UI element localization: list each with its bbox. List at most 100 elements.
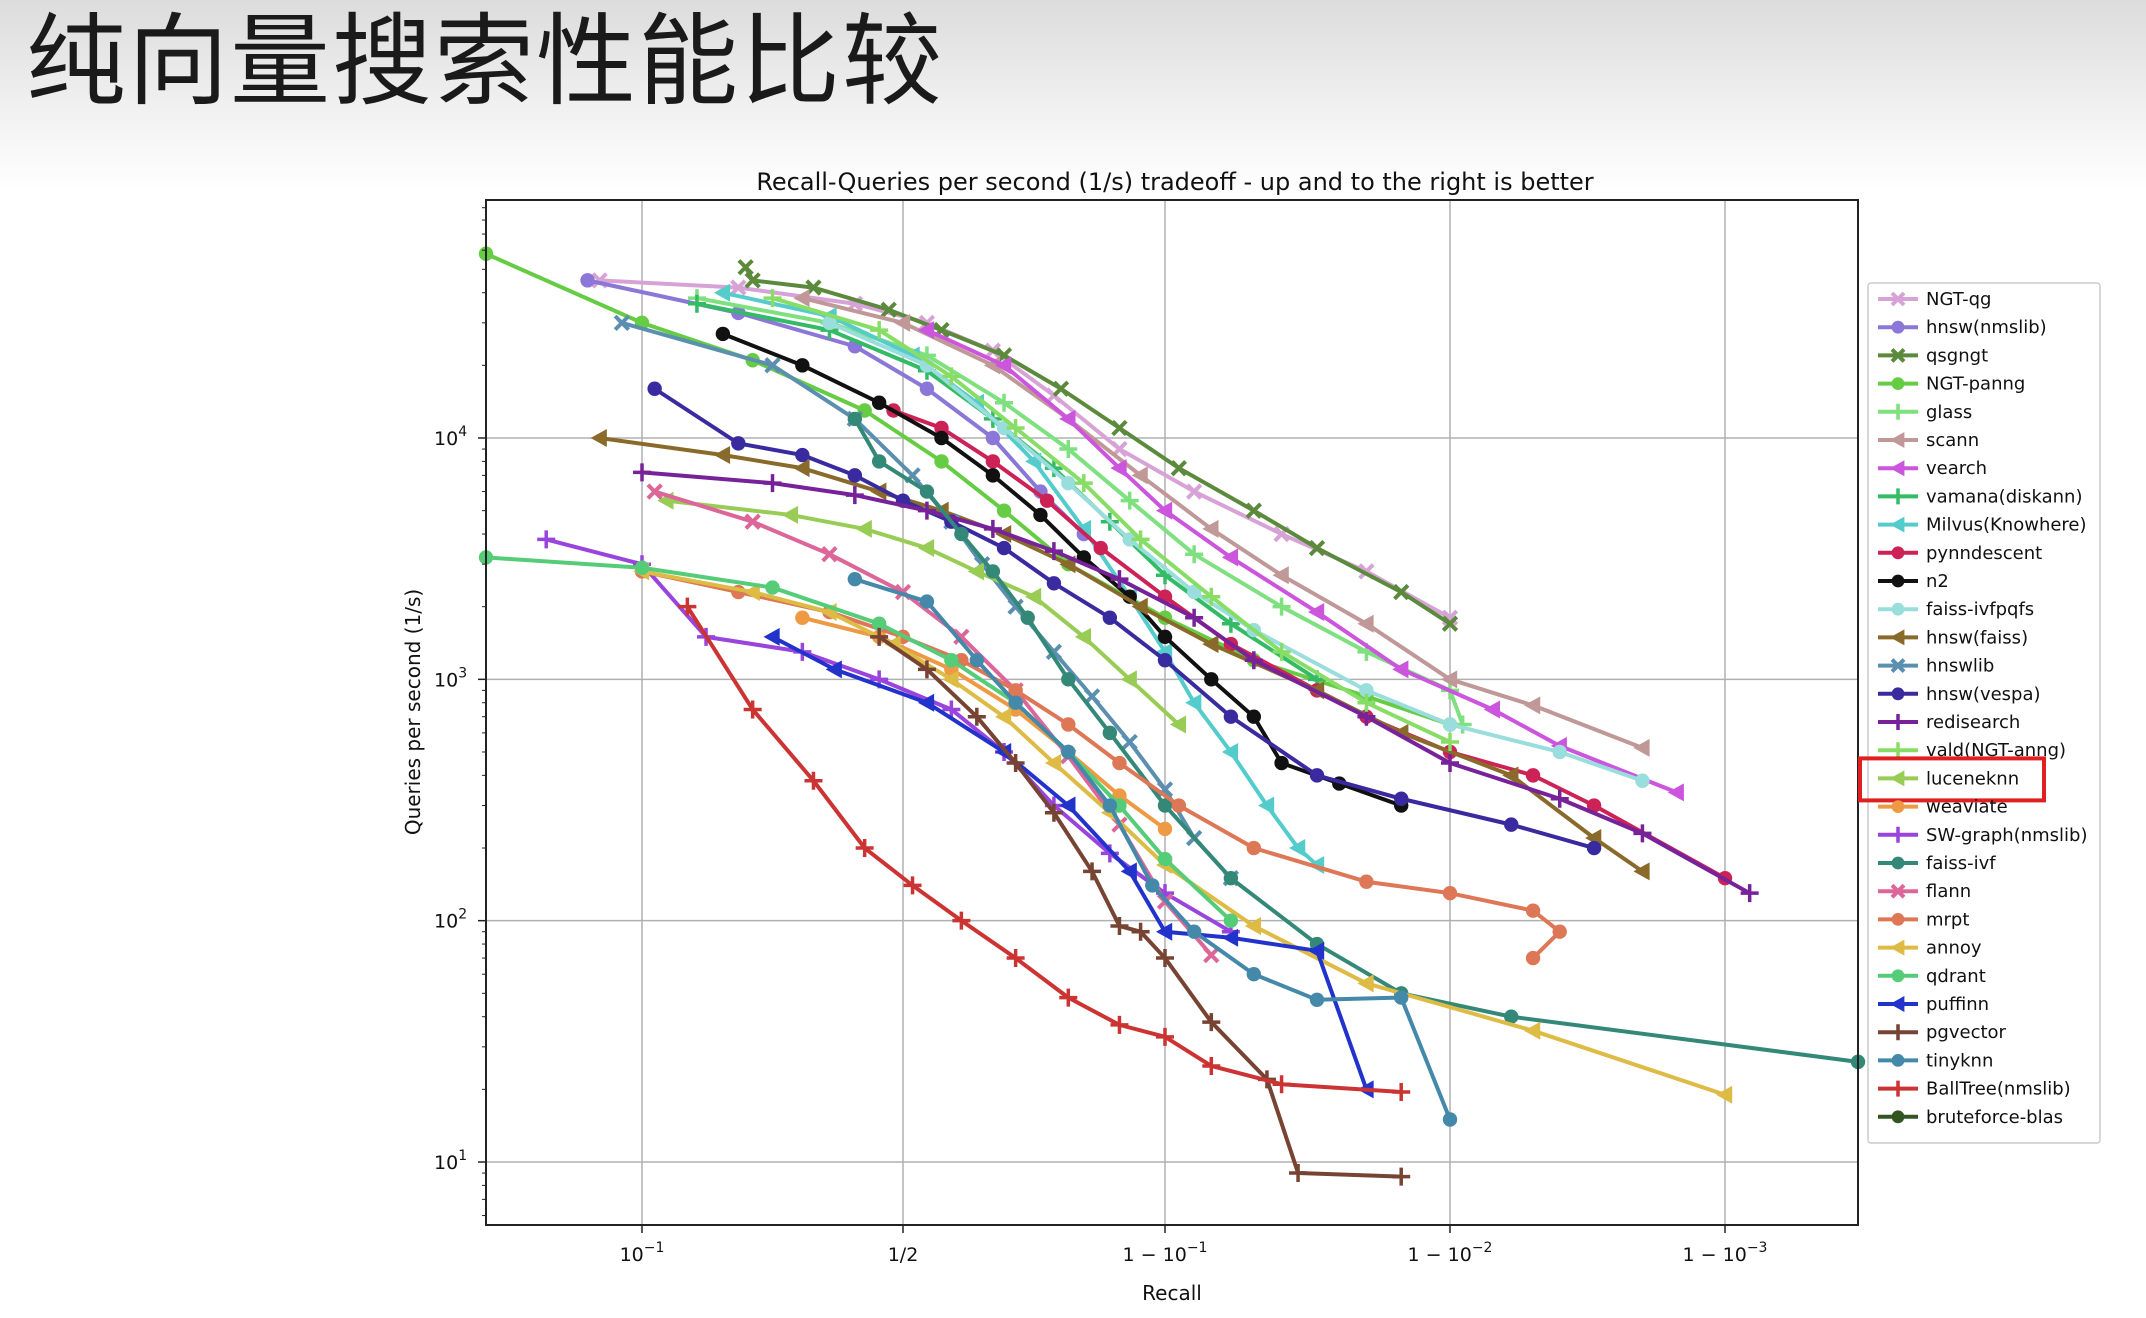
data-point (985, 564, 1001, 579)
data-point (1102, 610, 1118, 625)
legend-marker-swatch (1890, 347, 1906, 363)
legend-entry: n2 (1878, 571, 1949, 592)
slide-title: 纯向量搜索性能比较 (26, 3, 944, 120)
legend-marker-swatch (1890, 516, 1905, 533)
data-point (919, 381, 935, 396)
data-point (944, 653, 959, 668)
data-point (1635, 773, 1650, 788)
data-point (880, 301, 897, 318)
data-point (821, 546, 838, 563)
chart-title: Recall-Queries per second (1/s) tradeoff… (756, 168, 1593, 196)
series-luceneknn (657, 491, 1187, 734)
data-point (1122, 532, 1137, 547)
legend-label: annoy (1926, 938, 1982, 959)
data-point (1131, 597, 1148, 616)
axes: 10−1 1/2 1 − 10−1 1 − 10−2 1 − 10−3 101 102 103… (434, 207, 1768, 1266)
data-point (743, 700, 762, 719)
data-point (1121, 733, 1138, 751)
legend-label: puffinn (1926, 994, 1989, 1015)
legend-marker-swatch (1890, 658, 1906, 674)
data-point (1059, 440, 1078, 459)
data-point (952, 911, 971, 930)
data-point (1112, 755, 1127, 771)
data-point (590, 429, 607, 447)
data-point (1552, 924, 1567, 939)
data-point (845, 486, 864, 505)
y-tick-label: 102 (434, 907, 467, 933)
data-point (1033, 507, 1048, 523)
data-point (1131, 466, 1148, 485)
data-point (1246, 709, 1262, 724)
data-point (763, 289, 782, 308)
data-point (1110, 1015, 1129, 1034)
data-point (1633, 824, 1652, 843)
data-point (995, 742, 1012, 761)
data-point (1046, 576, 1062, 591)
legend-label: pgvector (1926, 1022, 2007, 1043)
y-tick-label: 101 (434, 1148, 467, 1174)
legend-label: faiss-ivfpqfs (1926, 599, 2034, 620)
x-tick-label: 1 − 10−3 (1683, 1240, 1768, 1266)
data-point (870, 627, 889, 646)
data-point (1441, 670, 1458, 689)
data-point (1120, 670, 1137, 689)
data-point (1272, 566, 1289, 585)
legend-label: vald(NGT-anng) (1926, 740, 2066, 761)
legend-label: flann (1926, 881, 1971, 902)
data-point (995, 707, 1012, 726)
data-point (855, 839, 874, 858)
legend-entry: pynndescent (1878, 543, 2042, 564)
legend-entry: hnsw(nmslib) (1878, 317, 2047, 338)
data-point (1502, 766, 1519, 785)
data-point (855, 519, 872, 538)
data-point (804, 771, 823, 790)
data-point (1392, 1167, 1411, 1186)
data-point (1007, 598, 1024, 615)
legend-label: pynndescent (1926, 543, 2042, 564)
data-point (687, 294, 706, 313)
legend-marker-swatch (1890, 714, 1906, 730)
data-point (1716, 1085, 1733, 1104)
legend-label: faiss-ivf (1926, 853, 1996, 874)
data-point (1392, 1083, 1411, 1102)
data-point (985, 430, 1001, 446)
legend-marker-swatch (1891, 377, 1905, 390)
series-line (485, 555, 1233, 923)
data-point (1083, 862, 1102, 881)
data-point (1156, 922, 1173, 941)
data-point (1221, 742, 1239, 761)
data-point (1131, 922, 1150, 941)
slide-header (0, 0, 2146, 190)
legend-marker-swatch (1890, 742, 1906, 759)
data-point (1061, 475, 1076, 491)
data-point (985, 454, 1001, 469)
data-point (713, 283, 731, 302)
data-point (1120, 862, 1137, 881)
data-point (1202, 635, 1219, 654)
data-point (871, 616, 887, 631)
data-point (1586, 798, 1602, 813)
data-point (1202, 1013, 1221, 1032)
data-point (934, 454, 949, 469)
legend-marker-swatch (1890, 488, 1906, 505)
series-glass (687, 289, 1472, 734)
legend-marker-swatch (1891, 602, 1905, 616)
data-point (917, 539, 935, 558)
legend-marker-swatch (1891, 800, 1905, 813)
data-point (1289, 839, 1306, 858)
data-point (985, 468, 1001, 483)
series-redisearch (633, 463, 1759, 903)
data-point (1157, 798, 1173, 813)
legend-marker-swatch (1890, 826, 1906, 843)
data-point (894, 313, 911, 332)
data-point (1359, 874, 1374, 889)
data-point (1633, 738, 1650, 757)
legend-label: tinyknn (1926, 1050, 1993, 1071)
legend-label: Milvus(Knowhere) (1926, 515, 2087, 536)
data-point (1171, 798, 1187, 813)
data-point (1156, 949, 1174, 968)
data-point (793, 289, 810, 308)
legend-label: hnsw(faiss) (1926, 627, 2028, 648)
data-point (613, 314, 631, 332)
data-point (1441, 754, 1459, 773)
